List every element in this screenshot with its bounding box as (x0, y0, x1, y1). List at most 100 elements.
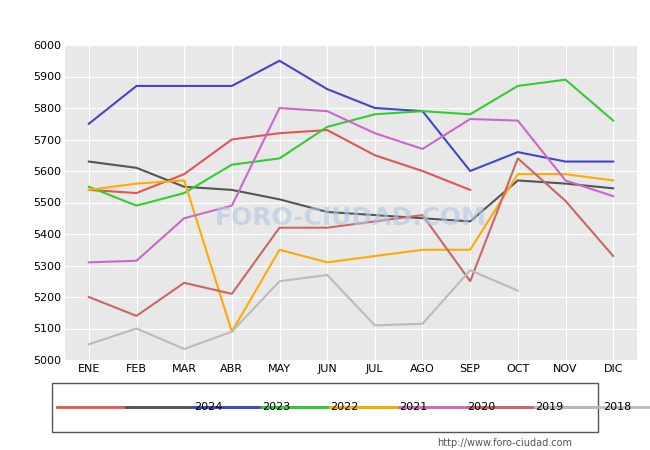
2018 (228, 291, 236, 297)
2020 (562, 171, 569, 177)
2021 (133, 203, 140, 208)
2021 (371, 112, 379, 117)
2020 (323, 260, 331, 265)
Text: 2024: 2024 (194, 402, 222, 412)
2022 (180, 83, 188, 89)
2018 (562, 198, 569, 203)
2022 (371, 105, 379, 111)
2019 (85, 260, 93, 265)
2024 (466, 187, 474, 193)
Text: 2023: 2023 (262, 402, 291, 412)
Text: FORO-CIUDAD.COM: FORO-CIUDAD.COM (215, 206, 487, 230)
Line: 2019: 2019 (89, 108, 613, 262)
2018 (514, 156, 522, 161)
Line: 2022: 2022 (89, 61, 613, 171)
2022 (276, 58, 283, 63)
2021 (228, 162, 236, 167)
Line: 2017: 2017 (89, 270, 518, 349)
2021 (85, 184, 93, 189)
2019 (276, 105, 283, 111)
2020 (514, 171, 522, 177)
2021 (514, 83, 522, 89)
2022 (562, 159, 569, 164)
Line: 2018: 2018 (89, 158, 613, 316)
2020 (419, 247, 426, 252)
Text: 2018: 2018 (603, 402, 632, 412)
2021 (466, 112, 474, 117)
2024 (228, 137, 236, 142)
2018 (133, 313, 140, 319)
2023 (276, 197, 283, 202)
2021 (323, 124, 331, 130)
2020 (85, 187, 93, 193)
2021 (562, 77, 569, 82)
2022 (419, 108, 426, 114)
2019 (180, 216, 188, 221)
2023 (514, 178, 522, 183)
Text: Afiliados en Coria del Río a 30/9/2024: Afiliados en Coria del Río a 30/9/2024 (169, 11, 481, 29)
2022 (133, 83, 140, 89)
2024 (276, 130, 283, 136)
2021 (609, 118, 617, 123)
Line: 2021: 2021 (89, 80, 613, 206)
2017 (371, 323, 379, 328)
Line: 2020: 2020 (89, 174, 613, 332)
2017 (323, 272, 331, 278)
2022 (85, 121, 93, 126)
2020 (276, 247, 283, 252)
2024 (85, 187, 93, 193)
2023 (85, 159, 93, 164)
2022 (609, 159, 617, 164)
2018 (85, 294, 93, 300)
2019 (371, 130, 379, 136)
Text: 2019: 2019 (535, 402, 564, 412)
2023 (466, 219, 474, 224)
2017 (228, 329, 236, 334)
2017 (514, 288, 522, 293)
2024 (323, 127, 331, 133)
2019 (133, 258, 140, 264)
2019 (323, 108, 331, 114)
2021 (276, 156, 283, 161)
2018 (466, 279, 474, 284)
Text: 2022: 2022 (330, 402, 359, 412)
2022 (323, 86, 331, 92)
2022 (228, 83, 236, 89)
2019 (609, 194, 617, 199)
2024 (180, 171, 188, 177)
2018 (276, 225, 283, 230)
2018 (180, 280, 188, 286)
2023 (609, 186, 617, 191)
2022 (466, 168, 474, 174)
2018 (609, 253, 617, 259)
2019 (466, 117, 474, 122)
2023 (419, 216, 426, 221)
2020 (609, 178, 617, 183)
2017 (85, 342, 93, 347)
2022 (514, 149, 522, 155)
2021 (180, 190, 188, 196)
2024 (133, 190, 140, 196)
2023 (562, 181, 569, 186)
2019 (514, 118, 522, 123)
Text: http://www.foro-ciudad.com: http://www.foro-ciudad.com (437, 438, 572, 448)
2018 (323, 225, 331, 230)
FancyBboxPatch shape (52, 382, 598, 432)
2017 (133, 326, 140, 331)
Text: 2021: 2021 (398, 402, 427, 412)
2023 (323, 209, 331, 215)
2020 (180, 178, 188, 183)
Text: 2020: 2020 (467, 402, 495, 412)
Line: 2023: 2023 (89, 162, 613, 221)
2024 (419, 168, 426, 174)
2023 (180, 184, 188, 189)
2019 (562, 178, 569, 183)
2023 (371, 212, 379, 218)
2019 (419, 146, 426, 152)
2023 (228, 187, 236, 193)
2020 (466, 247, 474, 252)
2018 (371, 219, 379, 224)
2017 (466, 267, 474, 273)
2023 (133, 165, 140, 171)
Line: 2024: 2024 (89, 130, 470, 193)
